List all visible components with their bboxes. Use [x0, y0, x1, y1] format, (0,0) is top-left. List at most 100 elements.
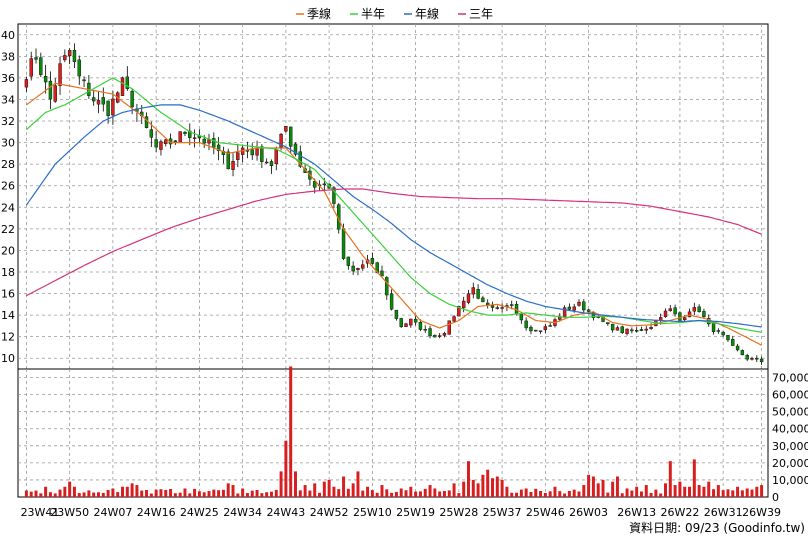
volume-bar — [217, 490, 221, 497]
volume-bar — [447, 490, 451, 497]
volume-bar — [644, 485, 648, 497]
volume-tick-label: 70,000 — [772, 372, 808, 385]
candle-body — [572, 306, 576, 311]
candle-body — [293, 143, 298, 155]
candle-body — [58, 63, 62, 86]
volume-plot-frame — [17, 368, 769, 498]
volume-bar — [601, 479, 605, 497]
candle-body — [385, 277, 389, 296]
volume-bar — [269, 491, 273, 497]
volume-bar — [615, 476, 619, 497]
candle-body — [457, 306, 461, 317]
candle-body — [269, 161, 274, 167]
volume-bar — [72, 486, 76, 497]
candle-body — [731, 339, 735, 346]
volume-bar — [68, 481, 72, 497]
candle-body — [298, 151, 302, 167]
volume-bar — [442, 490, 446, 497]
volume-bar — [197, 491, 201, 497]
candle-body — [630, 329, 634, 332]
candle-body — [288, 126, 293, 147]
candle-body — [500, 307, 504, 309]
price-tick-label: 34 — [1, 93, 15, 106]
volume-bar — [659, 493, 663, 497]
volume-bar — [524, 488, 528, 497]
volume-bar — [558, 491, 562, 497]
volume-bar — [587, 474, 591, 497]
volume-bar — [414, 491, 418, 497]
x-tick-label: 24W52 — [310, 506, 349, 519]
candle-body — [274, 149, 278, 164]
volume-bar — [731, 490, 735, 497]
price-tick-label: 36 — [1, 72, 15, 85]
volume-bar — [673, 485, 677, 497]
volume-bar — [96, 492, 100, 497]
volume-bar — [245, 493, 249, 497]
legend-label: 年線 — [415, 6, 439, 21]
volume-bar — [582, 485, 586, 497]
candle-body — [120, 77, 125, 96]
candle-body — [202, 138, 206, 144]
volume-bar — [313, 483, 317, 497]
candle-body — [461, 300, 466, 309]
volume-bar — [736, 486, 740, 497]
legend-label: 三年 — [469, 7, 493, 21]
volume-bar — [466, 461, 470, 497]
volume-bar — [534, 488, 538, 497]
volume-bar — [327, 479, 331, 497]
volume-bar — [24, 490, 28, 497]
candle-body — [466, 293, 471, 303]
candle-body — [216, 144, 221, 152]
x-tick-label: 23W41 — [21, 506, 60, 519]
volume-bar — [39, 493, 43, 497]
candle-body — [154, 139, 158, 148]
candle-body — [442, 333, 447, 336]
candle-body — [192, 137, 197, 139]
volume-bar — [476, 483, 480, 497]
candle-body — [490, 305, 495, 308]
volume-bar — [274, 489, 278, 497]
volume-bar — [212, 489, 216, 497]
candle-body — [250, 149, 254, 156]
volume-bar — [433, 488, 437, 497]
volume-bar — [668, 461, 672, 497]
volume-bar — [688, 486, 692, 497]
candle-body — [322, 183, 327, 186]
volume-bar — [750, 489, 754, 497]
candle-body — [341, 228, 346, 259]
volume-bar — [44, 486, 48, 497]
volume-bar — [515, 492, 519, 497]
candle-body — [634, 330, 639, 332]
candle-body — [72, 49, 77, 63]
volume-bar — [48, 492, 52, 497]
candle-body — [91, 97, 96, 102]
candle-body — [486, 302, 490, 306]
volume-tick-label: 60,000 — [772, 389, 808, 402]
volume-bar — [495, 476, 499, 497]
ma-line-半年 — [25, 77, 762, 333]
candle-body — [332, 187, 336, 204]
price-tick-label: 30 — [1, 137, 15, 150]
volume-tick-label: 30,000 — [772, 440, 808, 453]
price-tick-label: 28 — [1, 158, 15, 171]
candle-body — [471, 287, 475, 295]
volume-bar — [92, 492, 96, 497]
volume-tick-label: 50,000 — [772, 406, 808, 419]
volume-bar — [130, 483, 134, 497]
volume-bar — [140, 490, 144, 497]
candle-body — [77, 59, 81, 77]
candle-body — [178, 131, 182, 143]
volume-bar — [423, 488, 427, 497]
volume-bar — [428, 485, 432, 497]
volume-bar — [366, 486, 370, 497]
legend-label: 半年 — [361, 7, 385, 21]
volume-bar — [121, 486, 124, 497]
candle-body — [24, 79, 29, 88]
volume-bar — [471, 479, 475, 497]
volume-bar — [664, 483, 667, 497]
volume-bar — [188, 493, 192, 497]
volume-bar — [125, 486, 129, 497]
candle-body — [53, 85, 57, 102]
candle-body — [452, 316, 456, 322]
price-tick-label: 12 — [1, 331, 15, 344]
